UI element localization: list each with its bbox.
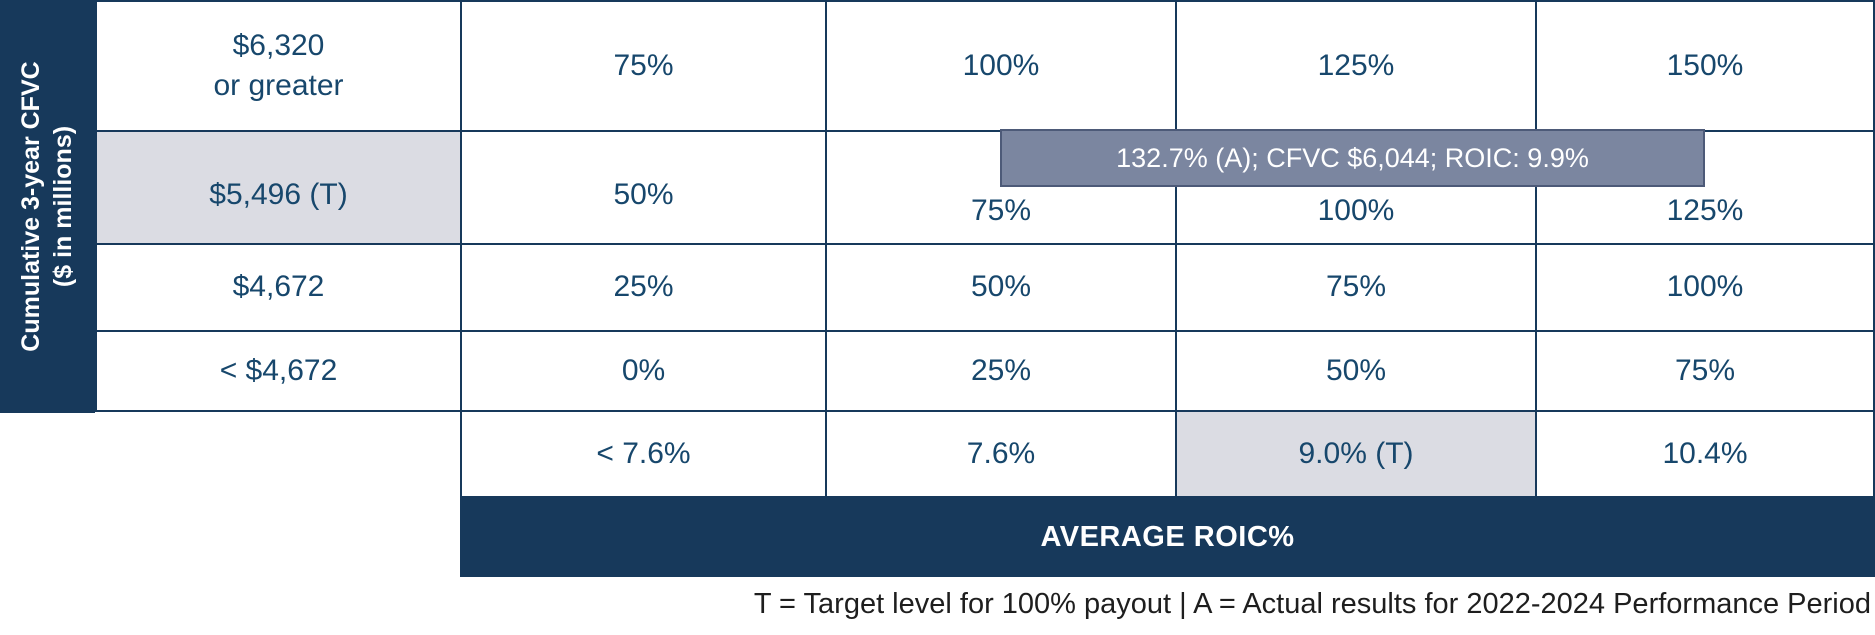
actual-results-callout: 132.7% (A); CFVC $6,044; ROIC: 9.9% [1000, 129, 1705, 187]
matrix-grid: $6,320 or greater 75% 100% 125% 150% $5,… [95, 0, 1875, 498]
cfvc-label-row1: $6,320 or greater [95, 0, 460, 130]
payout-cell-r1c1: 75% [460, 0, 825, 130]
y-axis-bar [0, 0, 95, 413]
payout-cell-r1c2: 100% [825, 0, 1175, 130]
roic-row-spacer [95, 412, 460, 498]
y-axis-title-line1: Cumulative 3-year CFVC [17, 61, 46, 352]
payout-cell-r4c4: 75% [1535, 330, 1875, 412]
cfvc-label-row1-line1: $6,320 [232, 28, 325, 62]
x-axis-title-bar: AVERAGE ROIC% [460, 498, 1875, 577]
payout-cell-r4c3: 50% [1175, 330, 1535, 412]
y-axis-title: Cumulative 3-year CFVC ($ in millions) [0, 0, 95, 413]
cfvc-label-row4: < $4,672 [95, 330, 460, 412]
payout-cell-r4c1: 0% [460, 330, 825, 412]
payout-cell-r3c2: 50% [825, 243, 1175, 330]
roic-label-c3-target: 9.0% (T) [1175, 412, 1535, 498]
cfvc-label-row2-target: $5,496 (T) [95, 130, 460, 243]
payout-cell-r4c2: 25% [825, 330, 1175, 412]
payout-cell-r2c1: 50% [460, 130, 825, 243]
cfvc-label-row3: $4,672 [95, 243, 460, 330]
cfvc-label-row1-line2: or greater [213, 69, 344, 102]
payout-cell-r1c4: 150% [1535, 0, 1875, 130]
payout-cell-r3c4: 100% [1535, 243, 1875, 330]
roic-label-c1: < 7.6% [460, 412, 825, 498]
payout-cell-r3c1: 25% [460, 243, 825, 330]
payout-cell-r3c3: 75% [1175, 243, 1535, 330]
payout-cell-r1c3: 125% [1175, 0, 1535, 130]
roic-label-c4: 10.4% [1535, 412, 1875, 498]
roic-label-c2: 7.6% [825, 412, 1175, 498]
footnote: T = Target level for 100% payout | A = A… [753, 588, 1871, 620]
y-axis-title-line2: ($ in millions) [48, 125, 77, 288]
x-axis-title: AVERAGE ROIC% [1040, 521, 1295, 553]
